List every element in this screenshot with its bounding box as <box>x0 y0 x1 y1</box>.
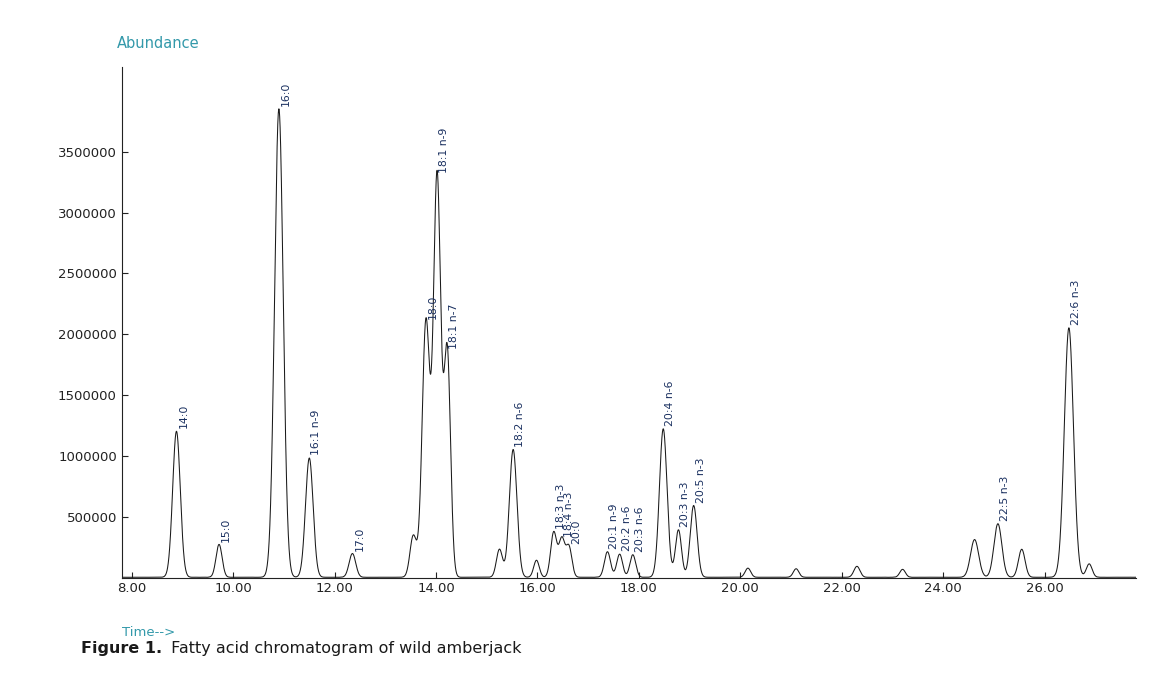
Text: 18:2 n-6: 18:2 n-6 <box>515 401 525 447</box>
Text: 18:3 n-3: 18:3 n-3 <box>556 484 566 529</box>
Text: 16:0: 16:0 <box>280 82 291 106</box>
Text: 20:5 n-3: 20:5 n-3 <box>695 457 706 503</box>
Text: Abundance: Abundance <box>117 36 199 51</box>
Text: 17:0: 17:0 <box>355 526 364 551</box>
Text: 14:0: 14:0 <box>178 404 189 428</box>
Text: 20:4 n-6: 20:4 n-6 <box>665 381 676 426</box>
Text: 18:0: 18:0 <box>428 295 438 319</box>
Text: 18:1 n-9: 18:1 n-9 <box>439 127 450 173</box>
Text: 20:1 n-9: 20:1 n-9 <box>610 503 620 549</box>
Text: Time-->: Time--> <box>122 626 175 639</box>
Text: 20:3 n-3: 20:3 n-3 <box>680 482 691 527</box>
Text: Figure 1.: Figure 1. <box>81 640 162 655</box>
Text: 15:0: 15:0 <box>221 517 231 542</box>
Text: 22:6 n-3: 22:6 n-3 <box>1071 280 1081 325</box>
Text: 22:5 n-3: 22:5 n-3 <box>1000 475 1009 521</box>
Text: 20:0: 20:0 <box>571 519 581 544</box>
Text: 16:1 n-9: 16:1 n-9 <box>312 410 321 455</box>
Text: 20:2 n-6: 20:2 n-6 <box>621 506 632 552</box>
Text: 18:1 n-7: 18:1 n-7 <box>450 304 459 349</box>
Text: Fatty acid chromatogram of wild amberjack: Fatty acid chromatogram of wild amberjac… <box>166 640 522 655</box>
Text: 18:4 n-3: 18:4 n-3 <box>564 491 574 537</box>
Text: 20:3 n-6: 20:3 n-6 <box>635 507 644 552</box>
